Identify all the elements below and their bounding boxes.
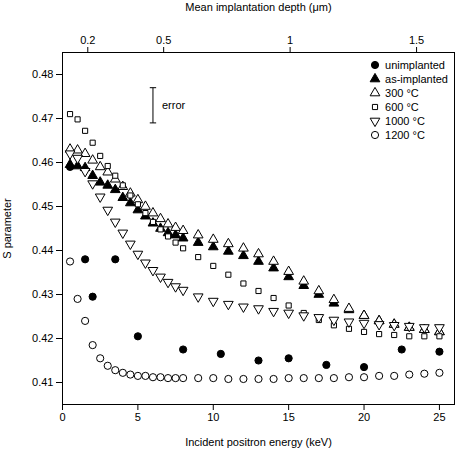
svg-text:1.5: 1.5 xyxy=(409,34,424,46)
svg-text:20: 20 xyxy=(358,411,370,423)
html-text:1200 °C: 1200 °C xyxy=(385,129,425,141)
html-text:300 °C: 300 °C xyxy=(385,87,419,99)
svg-text:0.42: 0.42 xyxy=(32,332,53,344)
svg-text:0.48: 0.48 xyxy=(32,68,53,80)
svg-text:0.41: 0.41 xyxy=(32,376,53,388)
svg-text:S parameter: S parameter xyxy=(1,198,13,259)
html-text:1000 °C: 1000 °C xyxy=(385,115,425,127)
svg-text:10: 10 xyxy=(207,411,219,423)
svg-text:error: error xyxy=(162,99,186,111)
svg-text:0.5: 0.5 xyxy=(156,34,171,46)
svg-text:0.43: 0.43 xyxy=(32,288,53,300)
svg-text:15: 15 xyxy=(283,411,295,423)
html-text:600 °C: 600 °C xyxy=(385,101,419,113)
svg-text:0.45: 0.45 xyxy=(32,200,53,212)
html-text:as-implanted: as-implanted xyxy=(385,73,448,85)
svg-text:0.46: 0.46 xyxy=(32,156,53,168)
svg-text:0: 0 xyxy=(59,411,65,423)
svg-text:25: 25 xyxy=(433,411,445,423)
svg-text:0.47: 0.47 xyxy=(32,112,53,124)
svg-text:Mean implantation depth (μm): Mean implantation depth (μm) xyxy=(185,1,331,13)
svg-text:Incident positron energy (keV): Incident positron energy (keV) xyxy=(185,436,332,448)
svg-text:0.2: 0.2 xyxy=(80,34,95,46)
html-text:unimplanted: unimplanted xyxy=(385,59,445,71)
svg-text:1: 1 xyxy=(287,34,293,46)
svg-text:0.44: 0.44 xyxy=(32,244,53,256)
svg-text:5: 5 xyxy=(135,411,141,423)
